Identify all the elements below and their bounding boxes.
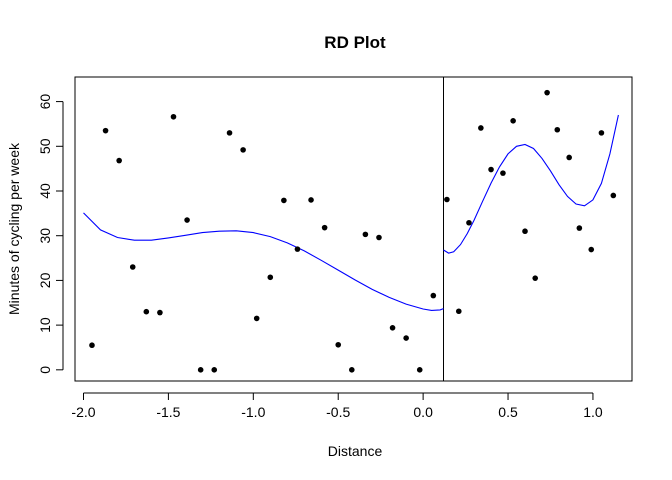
data-point	[488, 166, 494, 173]
y-tick-label: 40	[37, 183, 53, 199]
data-point	[376, 234, 382, 241]
data-point	[510, 118, 516, 124]
plot-frame	[74, 76, 633, 382]
y-axis: 0 10 20 30 40 50 60	[37, 94, 64, 374]
data-point	[335, 341, 342, 348]
data-point	[532, 275, 539, 281]
x-axis: -2.0 -1.5 -1.0 -0.5 0.0 0.5 1.0	[71, 392, 603, 420]
x-tick-label: 1.0	[583, 404, 603, 420]
data-point	[89, 342, 95, 349]
data-point	[522, 228, 528, 235]
y-tick-label: 50	[37, 138, 53, 154]
x-axis-label: Distance	[328, 443, 383, 459]
data-point	[500, 170, 506, 176]
data-point	[430, 292, 437, 299]
data-point	[544, 89, 550, 96]
fit-curve-right	[443, 114, 619, 254]
y-tick-label: 0	[37, 366, 53, 374]
data-point	[129, 264, 136, 270]
data-point	[102, 127, 109, 134]
data-point	[211, 367, 218, 373]
data-point	[466, 219, 472, 226]
data-point	[455, 308, 462, 315]
x-tick-label: -1.0	[241, 404, 265, 420]
data-point	[157, 309, 163, 316]
data-point	[240, 147, 246, 153]
data-point	[197, 367, 204, 373]
data-point	[610, 192, 617, 199]
x-tick-label: -2.0	[71, 404, 95, 420]
data-point	[554, 126, 561, 133]
data-point	[478, 125, 484, 131]
data-point	[588, 246, 595, 253]
data-point	[389, 325, 396, 331]
data-point	[362, 231, 369, 238]
data-point	[598, 130, 605, 136]
x-tick-label: -0.5	[326, 404, 350, 420]
data-point	[253, 315, 260, 322]
chart-title: RD Plot	[324, 33, 386, 52]
y-tick-label: 10	[37, 317, 53, 333]
data-point	[308, 197, 314, 203]
x-tick-label: 0.0	[413, 404, 433, 420]
data-point	[184, 217, 190, 223]
x-tick-label: 0.5	[498, 404, 518, 420]
y-axis-label: Minutes of cycling per week	[6, 142, 22, 315]
y-tick-label: 30	[37, 228, 53, 244]
y-tick-label: 20	[37, 272, 53, 288]
fit-curve-left	[83, 212, 444, 311]
data-points	[89, 89, 617, 373]
data-point	[321, 224, 328, 231]
data-point	[403, 335, 409, 341]
x-tick-label: -1.5	[156, 404, 180, 420]
y-tick-label: 60	[37, 94, 53, 110]
data-point	[444, 196, 450, 203]
data-point	[294, 246, 301, 252]
data-point	[281, 197, 287, 204]
data-point	[349, 367, 355, 373]
data-point	[566, 154, 572, 161]
data-point	[170, 113, 177, 120]
data-point	[576, 225, 583, 231]
data-point	[116, 157, 122, 164]
data-point	[226, 130, 233, 136]
data-point	[143, 308, 150, 315]
data-point	[267, 274, 274, 281]
data-point	[416, 367, 423, 373]
